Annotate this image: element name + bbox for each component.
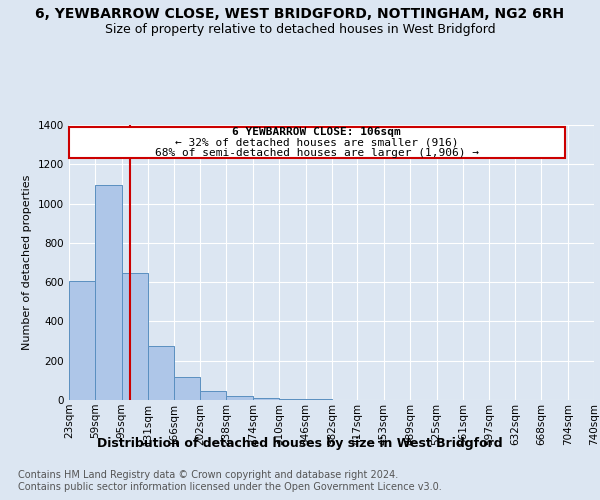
Text: Contains public sector information licensed under the Open Government Licence v3: Contains public sector information licen… [18, 482, 442, 492]
Bar [226, 396, 253, 400]
Bar [95, 186, 122, 400]
FancyBboxPatch shape [69, 127, 565, 158]
Text: Size of property relative to detached houses in West Bridgford: Size of property relative to detached ho… [104, 22, 496, 36]
Bar [279, 399, 305, 400]
Bar [200, 391, 226, 400]
Text: 68% of semi-detached houses are larger (1,906) →: 68% of semi-detached houses are larger (… [155, 148, 479, 158]
Bar [122, 273, 148, 400]
Text: Contains HM Land Registry data © Crown copyright and database right 2024.: Contains HM Land Registry data © Crown c… [18, 470, 398, 480]
Bar [174, 378, 200, 400]
Text: 6, YEWBARROW CLOSE, WEST BRIDGFORD, NOTTINGHAM, NG2 6RH: 6, YEWBARROW CLOSE, WEST BRIDGFORD, NOTT… [35, 8, 565, 22]
Bar [69, 281, 95, 400]
Text: ← 32% of detached houses are smaller (916): ← 32% of detached houses are smaller (91… [175, 138, 458, 147]
Text: Distribution of detached houses by size in West Bridgford: Distribution of detached houses by size … [97, 438, 503, 450]
Y-axis label: Number of detached properties: Number of detached properties [22, 175, 32, 350]
Text: 6 YEWBARROW CLOSE: 106sqm: 6 YEWBARROW CLOSE: 106sqm [232, 127, 401, 137]
Bar [253, 398, 279, 400]
Bar [148, 346, 174, 400]
